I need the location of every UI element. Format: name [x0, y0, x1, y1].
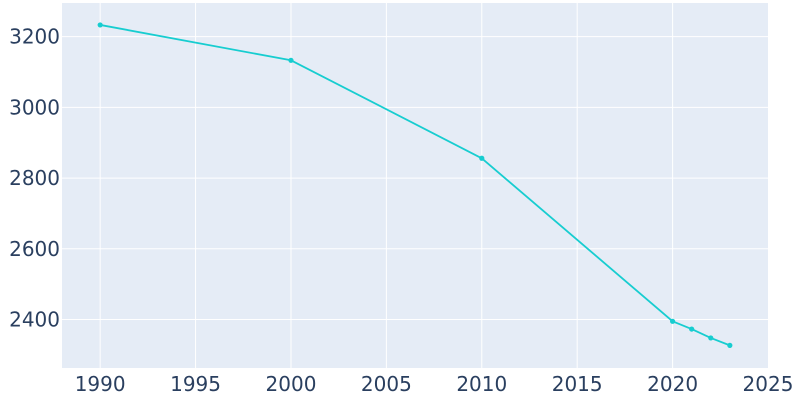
plot-area-background — [62, 3, 768, 368]
x-tick-label: 2000 — [266, 372, 317, 396]
series-group — [97, 22, 733, 348]
data-point[interactable] — [689, 326, 695, 332]
data-point[interactable] — [669, 318, 676, 324]
x-tick-label: 2015 — [552, 372, 603, 396]
data-point[interactable] — [479, 155, 485, 161]
data-point[interactable] — [727, 342, 733, 348]
x-tick-label: 2025 — [743, 372, 794, 396]
x-tick-label: 2020 — [647, 372, 698, 396]
data-point[interactable] — [288, 57, 294, 63]
x-tick-label: 1990 — [75, 372, 126, 396]
data-point[interactable] — [97, 22, 103, 28]
y-tick-label: 2800 — [9, 166, 60, 190]
y-axis-tick-labels: 2400 2600 2800 3000 3200 — [9, 25, 60, 332]
data-point[interactable] — [708, 335, 714, 341]
y-tick-label: 2400 — [9, 308, 60, 332]
y-tick-label: 3000 — [9, 95, 60, 119]
x-tick-label: 2010 — [456, 372, 507, 396]
x-gridlines — [99, 3, 674, 368]
y-gridlines — [62, 36, 768, 321]
y-tick-label: 2600 — [9, 237, 60, 261]
x-tick-label: 2005 — [361, 372, 412, 396]
x-axis-tick-labels: 1990 1995 2000 2005 2010 2015 2020 2025 — [75, 372, 794, 396]
x-tick-label: 1995 — [170, 372, 221, 396]
y-tick-label: 3200 — [9, 25, 60, 49]
